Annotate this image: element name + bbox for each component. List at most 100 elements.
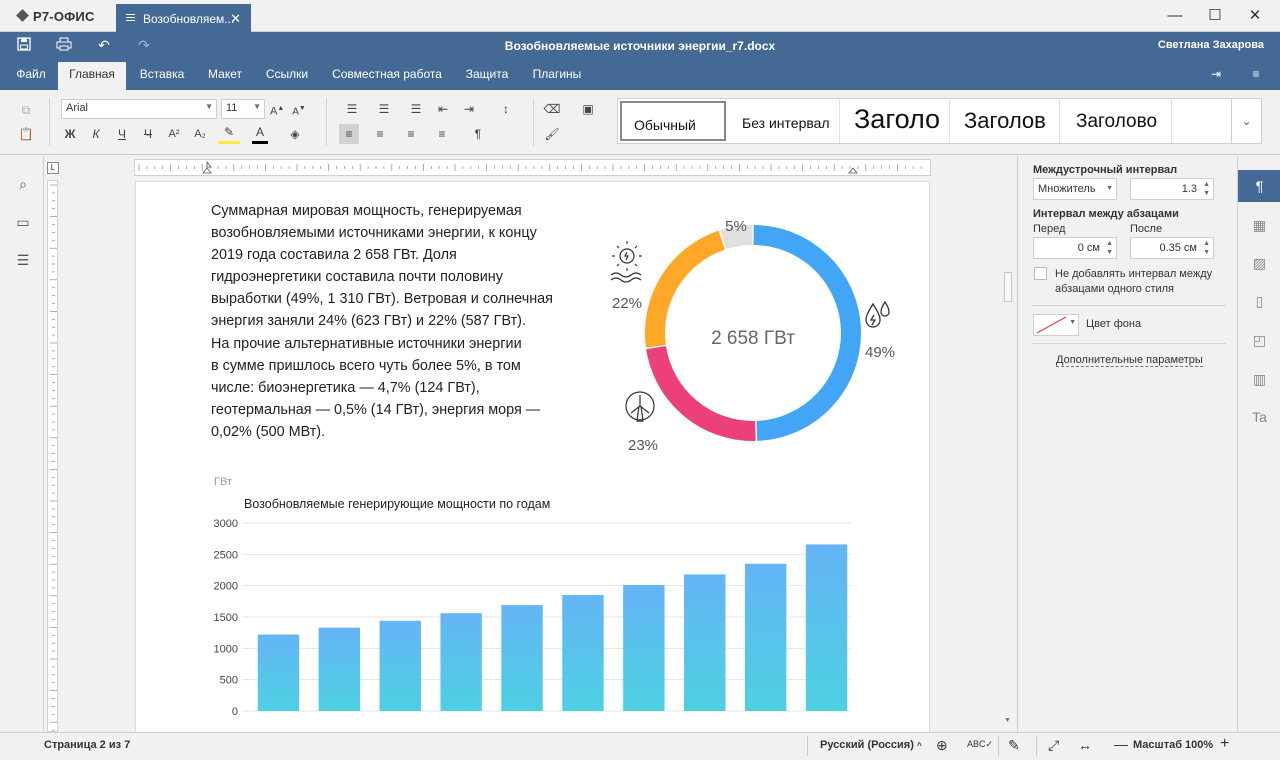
donut-segment-1[interactable] (646, 346, 756, 441)
undo-icon[interactable]: ↶ (98, 37, 110, 53)
close-tab-icon[interactable]: ✕ (230, 11, 241, 26)
line-spacing-icon[interactable]: ↕ (503, 102, 509, 116)
language-select[interactable]: Русский (Россия) ^ (820, 739, 922, 751)
bar[interactable] (744, 563, 787, 711)
textart-settings-icon[interactable]: Ta (1252, 409, 1267, 425)
document-canvas[interactable]: Суммарная мировая мощность, генерируемая… (61, 176, 1016, 732)
increase-indent-icon[interactable]: ⇥ (463, 102, 475, 116)
decrease-indent-icon[interactable]: ⇤ (437, 102, 449, 116)
line-spacing-mode-select[interactable]: Множитель ▼ (1033, 178, 1117, 200)
font-name-select[interactable]: Arial ▼ (61, 99, 217, 119)
subscript-icon[interactable]: A₂ (194, 128, 206, 140)
style-heading-2[interactable]: Заголов (950, 99, 1060, 143)
style-heading-1[interactable]: Заголо (840, 99, 950, 143)
donut-segment-3[interactable] (720, 225, 753, 250)
bar[interactable] (623, 585, 665, 711)
highlight-icon[interactable]: ✎ (218, 124, 240, 144)
font-color-icon[interactable]: A (252, 124, 268, 144)
align-left-icon[interactable]: ≡ (339, 124, 359, 144)
vertical-ruler[interactable] (44, 176, 61, 732)
advanced-settings-link[interactable]: Дополнительные параметры (1056, 354, 1203, 367)
redo-icon[interactable]: ↷ (138, 37, 150, 53)
tab-layout[interactable]: Макет (208, 67, 242, 81)
save-icon[interactable] (14, 37, 34, 55)
bullet-list-icon[interactable]: ☰ (346, 102, 358, 116)
spinner-icon[interactable]: ▲ ▼ (1106, 240, 1113, 256)
globe-icon[interactable]: ⊕ (936, 737, 948, 753)
paragraph-settings-icon[interactable]: ¶ (1238, 170, 1280, 202)
tab-collaboration[interactable]: Совместная работа (332, 67, 442, 81)
spellcheck-icon[interactable]: ABC✓ (967, 739, 994, 749)
bar-chart[interactable]: ГВт Возобновляемые генерирующие мощности… (196, 467, 896, 732)
zoom-out-icon[interactable]: — (1114, 736, 1128, 752)
fill-color-icon[interactable]: ◈ (290, 127, 300, 141)
hamburger-menu-icon[interactable]: ≡ (1252, 67, 1260, 81)
superscript-icon[interactable]: A² (168, 128, 180, 140)
align-center-icon[interactable]: ≡ (376, 127, 384, 141)
style-normal[interactable]: Обычный (620, 101, 726, 141)
paragraph-marks-icon[interactable]: ¶ (474, 127, 482, 141)
bold-button[interactable]: Ж (64, 127, 76, 141)
track-changes-icon[interactable]: ✎ (1008, 737, 1020, 753)
tab-references[interactable]: Ссылки (265, 67, 309, 81)
spacing-before-field[interactable]: 0 см ▲ ▼ (1033, 237, 1117, 259)
tab-home[interactable]: Главная (58, 62, 126, 90)
spinner-icon[interactable]: ▲ ▼ (1203, 240, 1210, 256)
copy-style-icon[interactable]: 🖌 (544, 127, 560, 141)
style-no-spacing[interactable]: Без интервал (730, 99, 840, 143)
tab-protection[interactable]: Защита (465, 67, 509, 81)
bar[interactable] (562, 595, 604, 711)
image-settings-icon[interactable]: ▨ (1252, 255, 1267, 271)
bar[interactable] (440, 613, 482, 711)
bar[interactable] (257, 634, 300, 711)
style-heading-3[interactable]: Заголово (1060, 99, 1172, 143)
multilevel-list-icon[interactable]: ☰ (410, 102, 422, 116)
tab-stop-selector[interactable]: L (47, 162, 59, 174)
no-space-checkbox[interactable] (1034, 267, 1047, 280)
font-size-select[interactable]: 11 ▼ (221, 99, 265, 119)
chart-settings-icon[interactable]: ▥ (1252, 371, 1267, 387)
bar[interactable] (805, 544, 848, 711)
bar[interactable] (318, 627, 361, 711)
maximize-button[interactable]: ☐ (1208, 7, 1222, 24)
document-tab[interactable]: Возобновляем... ✕ (116, 4, 251, 33)
body-paragraph[interactable]: Суммарная мировая мощность, генерируемая… (211, 200, 571, 443)
close-window-button[interactable]: ✕ (1248, 7, 1262, 24)
paste-icon[interactable]: 📋 (18, 127, 34, 141)
scrollbar-thumb[interactable] (1004, 272, 1012, 302)
fit-page-icon[interactable]: ⤢ (1048, 737, 1060, 753)
bg-color-picker[interactable]: ▼ (1033, 314, 1079, 336)
spacing-after-field[interactable]: 0.35 см ▲ ▼ (1130, 237, 1214, 259)
copy-icon[interactable]: ⧉ (21, 103, 31, 117)
numbered-list-icon[interactable]: ☰ (378, 102, 390, 116)
bar[interactable] (501, 605, 543, 711)
tab-file[interactable]: Файл (16, 67, 46, 81)
print-icon[interactable] (54, 37, 74, 55)
horizontal-ruler[interactable] (134, 159, 931, 176)
increase-font-icon[interactable]: A▲ (270, 105, 285, 118)
zoom-level[interactable]: Масштаб 100% (1133, 739, 1214, 751)
donut-chart[interactable]: 2 658 ГВт 49% 23% 22% 5% (591, 212, 911, 462)
donut-segment-2[interactable] (645, 230, 725, 348)
table-settings-icon[interactable]: ▦ (1252, 217, 1267, 233)
strikethrough-button[interactable]: Ч (144, 127, 152, 141)
zoom-in-icon[interactable]: + (1220, 735, 1230, 752)
spinner-icon[interactable]: ▲ ▼ (1203, 181, 1210, 197)
italic-button[interactable]: К (92, 127, 100, 141)
fit-width-icon[interactable]: ↔ (1078, 737, 1092, 753)
search-icon[interactable]: ⌕ (19, 176, 27, 192)
justify-icon[interactable]: ≡ (438, 127, 446, 141)
clear-style-icon[interactable]: ⌫ (543, 102, 561, 116)
tab-insert[interactable]: Вставка (139, 67, 185, 81)
bar[interactable] (379, 620, 421, 711)
document-page[interactable]: Суммарная мировая мощность, генерируемая… (135, 181, 930, 732)
scroll-down-icon[interactable]: ▼ (1004, 717, 1011, 724)
comments-icon[interactable]: ▭ (16, 214, 30, 230)
minimize-button[interactable]: — (1167, 7, 1183, 24)
tab-plugins[interactable]: Плагины (532, 67, 582, 81)
chevron-down-icon[interactable]: ⌄ (1231, 99, 1261, 143)
page-counter[interactable]: Страница 2 из 7 (44, 739, 131, 751)
navigation-icon[interactable]: ☰ (16, 252, 30, 268)
open-location-icon[interactable]: ⇥ (1210, 67, 1222, 81)
align-right-icon[interactable]: ≡ (407, 127, 415, 141)
